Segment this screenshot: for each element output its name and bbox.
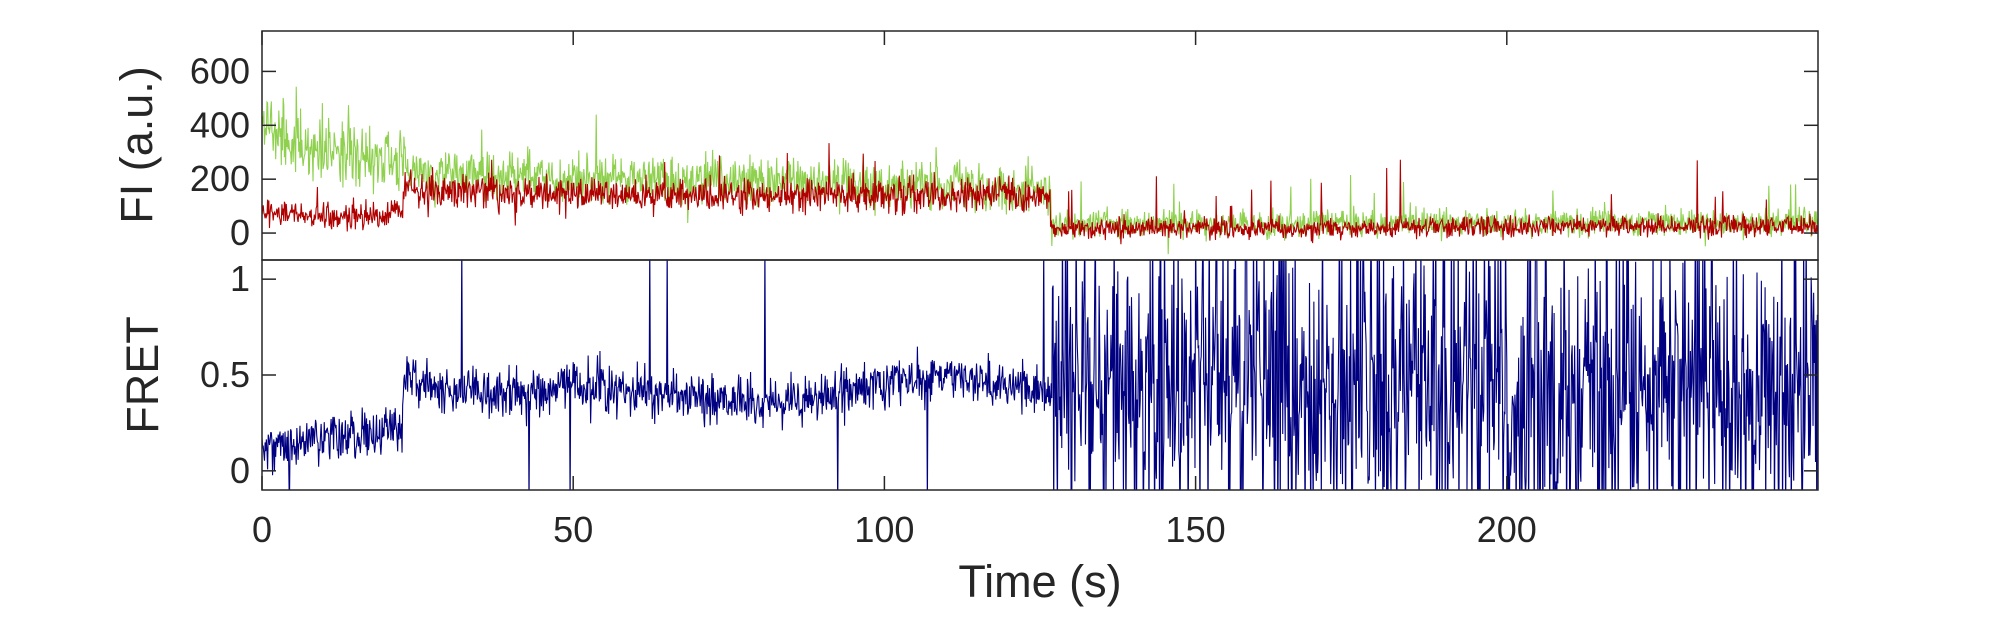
x-tick-label: 100: [854, 509, 914, 550]
y-axis-label: FI (a.u.): [111, 66, 162, 224]
x-tick-label: 50: [553, 509, 593, 550]
series-line-2: [262, 143, 1818, 245]
y-tick-label: 600: [190, 50, 250, 91]
y-tick-label: 400: [190, 104, 250, 145]
traces: [262, 86, 1818, 255]
fluorescence-panel: 0 200 400 600 FI (a.u.): [111, 30, 1819, 261]
y-tick-label: 0: [230, 450, 250, 491]
y-tick-label: 0: [230, 212, 250, 253]
y-tick-label: 1: [230, 258, 250, 299]
series-line-1: [262, 86, 1818, 255]
y-tick-label: 200: [190, 158, 250, 199]
fret-panel: 0 0.5 1 0 50 100 150 200 FRET Time (s): [117, 258, 1819, 607]
plot-frame: [261, 259, 1819, 491]
y-tick-label: 0.5: [200, 354, 250, 395]
x-tick-label: 0: [252, 509, 272, 550]
x-axis-label: Time (s): [958, 556, 1121, 607]
x-tick-label: 200: [1477, 509, 1537, 550]
y-axis-label: FRET: [117, 316, 168, 434]
x-tick-label: 150: [1166, 509, 1226, 550]
traces: [262, 260, 1818, 490]
series-line-1: [262, 260, 1818, 490]
